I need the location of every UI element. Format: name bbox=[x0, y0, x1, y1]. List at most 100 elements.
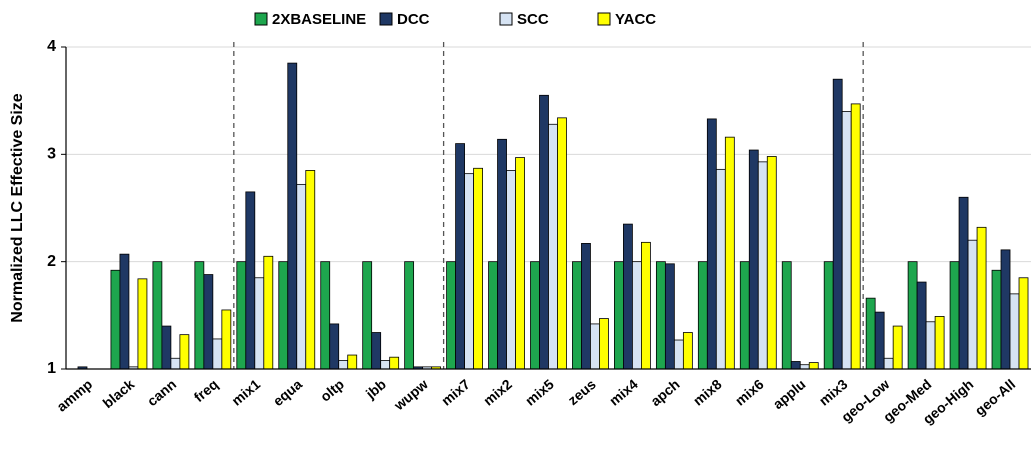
bar bbox=[194, 261, 205, 370]
legend-swatch bbox=[597, 12, 611, 26]
legend-swatch bbox=[379, 12, 393, 26]
legend-label: 2XBASELINE bbox=[272, 11, 366, 28]
x-tick-label: black bbox=[100, 376, 138, 411]
bar bbox=[572, 261, 582, 370]
x-tick-label: wupw bbox=[390, 376, 431, 414]
bar bbox=[808, 362, 819, 370]
y-axis-label: Normalized LLC Effective Size bbox=[9, 93, 26, 322]
bar bbox=[850, 103, 861, 370]
bar bbox=[254, 277, 265, 370]
bar bbox=[506, 170, 516, 370]
bar bbox=[287, 62, 298, 370]
bar bbox=[488, 261, 498, 370]
x-tick-label: apch bbox=[647, 376, 682, 409]
bar bbox=[371, 332, 382, 370]
bar bbox=[599, 318, 609, 370]
bar bbox=[934, 316, 945, 370]
bar bbox=[976, 226, 987, 370]
bar bbox=[296, 183, 307, 370]
bar bbox=[161, 325, 172, 370]
bar bbox=[967, 239, 978, 370]
x-tick-label: cann bbox=[144, 376, 179, 409]
bar bbox=[203, 274, 214, 370]
bar bbox=[724, 136, 735, 370]
legend-swatch bbox=[254, 12, 268, 26]
bar bbox=[539, 94, 549, 370]
bar bbox=[1018, 277, 1029, 370]
bar bbox=[548, 123, 558, 370]
x-tick-label: geo-All bbox=[972, 376, 1019, 419]
x-tick-label: mix7 bbox=[438, 376, 473, 409]
legend-swatch bbox=[499, 12, 513, 26]
y-tick-label: 3 bbox=[47, 146, 56, 163]
bar bbox=[790, 361, 801, 370]
bar bbox=[682, 332, 693, 370]
x-tick-label: jbb bbox=[362, 376, 389, 402]
bar bbox=[1009, 293, 1020, 370]
bar bbox=[497, 138, 507, 370]
bar bbox=[305, 170, 316, 370]
bar bbox=[338, 360, 349, 370]
bar bbox=[581, 243, 591, 370]
bar bbox=[245, 191, 256, 370]
bar bbox=[446, 261, 456, 370]
x-tick-label: mix8 bbox=[690, 376, 725, 409]
bar bbox=[137, 278, 148, 370]
bar bbox=[892, 325, 903, 370]
bar bbox=[715, 168, 726, 370]
bar bbox=[757, 161, 768, 370]
bar bbox=[823, 261, 834, 370]
legend-label: YACC bbox=[615, 11, 656, 28]
bar bbox=[347, 354, 358, 370]
bar bbox=[473, 167, 483, 370]
bar bbox=[739, 261, 750, 370]
bar bbox=[832, 78, 843, 370]
bar bbox=[515, 157, 525, 370]
bar bbox=[907, 261, 918, 370]
x-tick-label: ammp bbox=[53, 376, 95, 415]
bar bbox=[781, 261, 792, 370]
bar bbox=[110, 269, 121, 370]
bar bbox=[320, 261, 331, 370]
bar bbox=[236, 261, 247, 370]
bar bbox=[799, 364, 810, 370]
bar bbox=[623, 223, 633, 370]
bar bbox=[464, 173, 474, 370]
x-tick-label: equa bbox=[270, 376, 305, 409]
x-tick-label: applu bbox=[770, 376, 809, 412]
x-tick-label: mix1 bbox=[228, 376, 263, 409]
bar bbox=[958, 196, 969, 370]
bar bbox=[557, 117, 567, 370]
bar bbox=[590, 323, 600, 370]
y-tick-label: 2 bbox=[47, 253, 56, 270]
bar bbox=[179, 334, 190, 370]
bar bbox=[991, 269, 1002, 370]
bar bbox=[362, 261, 373, 370]
x-tick-label: zeus bbox=[565, 376, 599, 408]
bar bbox=[925, 321, 936, 370]
bar bbox=[874, 311, 885, 370]
legend-label: SCC bbox=[517, 11, 549, 28]
bar bbox=[212, 338, 223, 370]
y-tick-label: 1 bbox=[47, 360, 56, 377]
y-tick-label: 4 bbox=[47, 38, 56, 55]
bar bbox=[329, 323, 340, 370]
bar bbox=[748, 149, 759, 370]
bar bbox=[404, 261, 415, 370]
x-tick-label: mix3 bbox=[816, 376, 851, 409]
bar bbox=[673, 339, 684, 370]
bar bbox=[916, 281, 927, 370]
legend-label: DCC bbox=[397, 11, 430, 28]
bar bbox=[455, 143, 465, 370]
bar bbox=[949, 261, 960, 370]
x-tick-label: mix2 bbox=[480, 376, 515, 409]
x-tick-label: oltp bbox=[317, 376, 347, 405]
bar bbox=[614, 261, 624, 370]
bar bbox=[1000, 249, 1011, 370]
bar bbox=[389, 356, 400, 370]
bar bbox=[263, 255, 274, 370]
bar bbox=[278, 261, 289, 370]
bar bbox=[119, 253, 130, 370]
x-tick-label: mix4 bbox=[606, 376, 641, 409]
